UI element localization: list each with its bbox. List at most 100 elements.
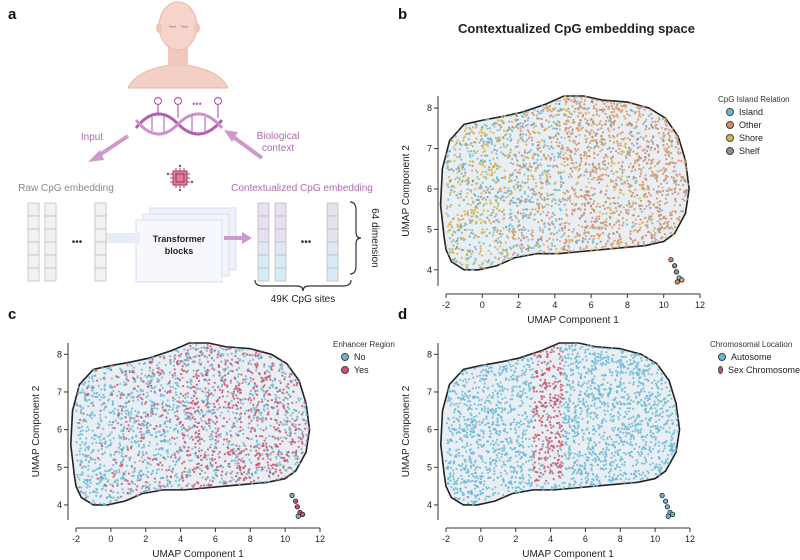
- scatter-point: [197, 379, 201, 383]
- scatter-point: [180, 372, 183, 376]
- scatter-point: [273, 426, 276, 429]
- scatter-point: [248, 468, 251, 471]
- scatter-point: [108, 420, 111, 424]
- scatter-point: [622, 206, 625, 209]
- scatter-point: [589, 171, 592, 174]
- scatter-point: [180, 425, 183, 428]
- scatter-point: [656, 127, 659, 130]
- scatter-point: [491, 174, 494, 177]
- scatter-point: [686, 198, 689, 201]
- scatter-point: [564, 238, 567, 241]
- scatter-point: [598, 140, 602, 143]
- scatter-point: [278, 464, 281, 467]
- scatter-point: [504, 146, 507, 149]
- scatter-point: [531, 155, 534, 158]
- scatter-point: [137, 419, 140, 422]
- scatter-point: [164, 364, 167, 367]
- scatter-point: [646, 226, 649, 229]
- scatter-point: [595, 171, 598, 174]
- scatter-point: [553, 244, 556, 248]
- scatter-point: [304, 427, 307, 430]
- scatter-point: [631, 110, 634, 113]
- transformer-arrow-icon: [224, 232, 252, 244]
- scatter-point: [530, 233, 533, 236]
- scatter-point: [187, 482, 190, 486]
- scatter-point: [446, 214, 450, 218]
- scatter-point: [508, 126, 511, 129]
- scatter-point: [562, 170, 566, 173]
- scatter-point: [229, 369, 232, 373]
- scatter-point: [650, 233, 653, 236]
- scatter-point: [123, 479, 126, 482]
- scatter-point: [281, 374, 284, 377]
- scatter-point: [573, 110, 576, 113]
- scatter-point: [516, 159, 519, 162]
- scatter-point: [554, 107, 557, 110]
- scatter-point: [581, 237, 584, 240]
- scatter-point: [158, 415, 161, 418]
- scatter-point: [79, 437, 82, 440]
- scatter-point: [169, 418, 172, 421]
- scatter-point: [96, 482, 99, 486]
- scatter-point: [194, 355, 197, 358]
- scatter-point: [507, 228, 510, 232]
- scatter-point: [526, 138, 529, 141]
- scatter-point: [618, 147, 621, 150]
- scatter-point: [192, 355, 195, 359]
- scatter-point: [577, 124, 580, 127]
- scatter-point: [522, 111, 525, 114]
- scatter-point: [219, 355, 222, 358]
- scatter-point: [227, 453, 230, 456]
- scatter-point: [670, 217, 673, 220]
- scatter-point: [98, 502, 101, 505]
- scatter-point: [119, 405, 122, 408]
- scatter-point: [616, 108, 619, 111]
- scatter-point: [210, 351, 213, 354]
- scatter-point: [670, 188, 673, 191]
- scatter-point: [582, 239, 585, 242]
- scatter-point: [287, 387, 290, 390]
- scatter-point: [527, 216, 530, 219]
- scatter-point: [295, 409, 298, 412]
- scatter-point: [217, 440, 220, 443]
- scatter-point: [134, 409, 137, 413]
- scatter-point: [173, 372, 176, 375]
- scatter-point: [521, 229, 524, 232]
- scatter-point: [503, 129, 506, 133]
- scatter-point: [580, 160, 583, 163]
- scatter-point: [292, 390, 295, 393]
- scatter-point: [547, 169, 551, 172]
- scatter-point: [226, 433, 229, 436]
- scatter-point: [176, 415, 180, 419]
- scatter-point: [579, 119, 582, 122]
- scatter-point: [658, 231, 661, 234]
- scatter-point: [157, 468, 160, 471]
- scatter-point: [229, 472, 232, 475]
- scatter-point: [615, 149, 618, 153]
- scatter-point: [661, 193, 664, 197]
- scatter-point: [517, 181, 520, 184]
- scatter-point: [129, 416, 132, 419]
- scatter-point: [662, 179, 665, 182]
- scatter-point: [562, 148, 565, 151]
- scatter-point: [496, 129, 499, 132]
- scatter-point: [655, 238, 658, 241]
- scatter-point: [509, 246, 512, 249]
- scatter-point: [650, 117, 653, 120]
- scatter-point: [218, 374, 221, 377]
- scatter-point: [237, 401, 240, 404]
- scatter-point: [147, 462, 150, 465]
- scatter-point: [681, 198, 684, 201]
- scatter-point: [677, 147, 680, 150]
- scatter-point: [569, 199, 572, 202]
- scatter-point: [593, 187, 596, 190]
- scatter-point: [567, 110, 570, 113]
- scatter-point: [548, 223, 551, 226]
- scatter-point: [506, 156, 509, 159]
- scatter-point: [237, 447, 240, 450]
- scatter-point: [506, 251, 509, 254]
- scatter-point: [634, 218, 637, 221]
- scatter-point: [84, 454, 87, 457]
- scatter-point: [559, 180, 562, 183]
- scatter-point: [232, 423, 235, 426]
